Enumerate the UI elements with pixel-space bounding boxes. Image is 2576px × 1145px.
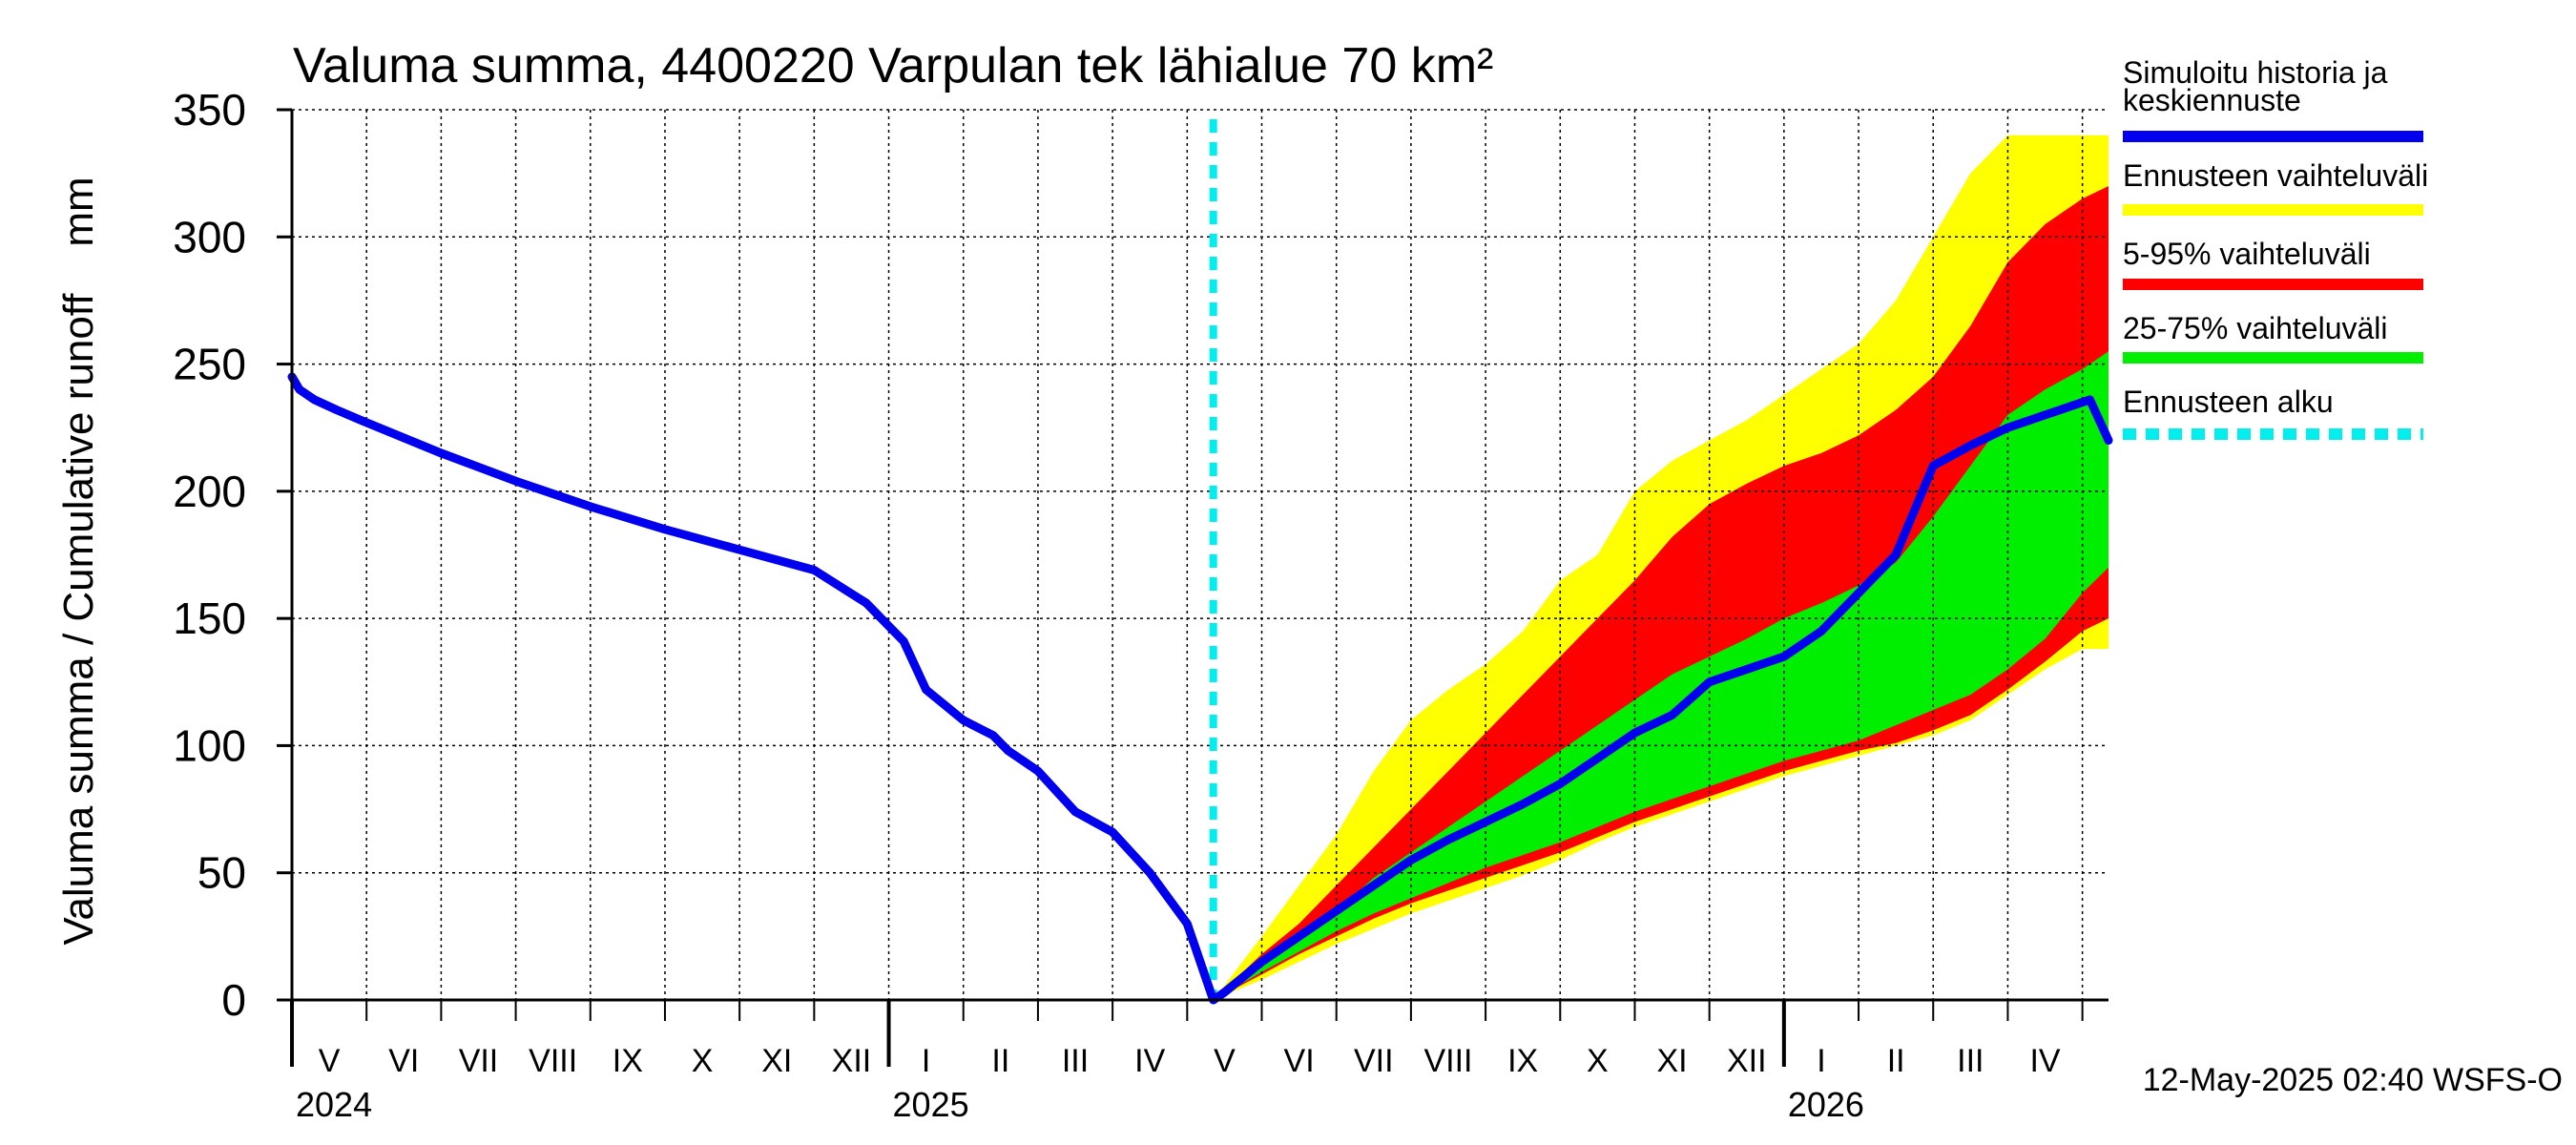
legend-label-forecast-start: Ennusteen alku xyxy=(2123,385,2334,419)
chart-title: Valuma summa, 4400220 Varpulan tek lähia… xyxy=(293,38,1493,94)
y-tick-label-250: 250 xyxy=(173,340,246,389)
legend-label-simulated-line2: keskiennuste xyxy=(2123,83,2301,117)
y-axis-label: Valuma summa / Cumulative runoff mm xyxy=(55,177,102,945)
y-tick-label-200: 200 xyxy=(173,467,246,516)
y-tick-label-350: 350 xyxy=(173,85,246,135)
legend-label-range-total: Ennusteen vaihteluväli xyxy=(2123,158,2428,193)
x-month-label-11: IV xyxy=(1134,1043,1165,1079)
x-month-label-15: VIII xyxy=(1423,1043,1472,1079)
x-month-label-20: I xyxy=(1817,1043,1825,1079)
x-month-label-8: I xyxy=(922,1043,930,1079)
x-month-label-17: X xyxy=(1587,1043,1609,1079)
band-range-25-75 xyxy=(1213,351,2109,1000)
x-year-label-2024: 2024 xyxy=(296,1085,372,1124)
x-month-label-19: XII xyxy=(1727,1043,1767,1079)
x-month-label-10: III xyxy=(1062,1043,1089,1079)
band-range-5-95 xyxy=(1213,186,2109,1000)
x-month-label-9: II xyxy=(991,1043,1009,1079)
x-month-label-0: V xyxy=(319,1043,341,1079)
y-tick-label-50: 50 xyxy=(197,848,246,898)
x-month-label-12: V xyxy=(1214,1043,1236,1079)
x-month-label-21: II xyxy=(1887,1043,1905,1079)
series-simulated-line xyxy=(287,372,2113,1005)
x-month-label-7: XII xyxy=(832,1043,872,1079)
x-month-label-23: IV xyxy=(2029,1043,2060,1079)
y-tick-label-300: 300 xyxy=(173,212,246,261)
y-tick-label-100: 100 xyxy=(173,720,246,770)
x-month-label-5: X xyxy=(692,1043,714,1079)
x-month-label-6: XI xyxy=(761,1043,792,1079)
x-month-label-13: VI xyxy=(1284,1043,1315,1079)
x-month-label-18: XI xyxy=(1657,1043,1688,1079)
x-month-label-16: IX xyxy=(1507,1043,1538,1079)
x-year-label-2025: 2025 xyxy=(893,1085,969,1124)
x-month-label-22: III xyxy=(1957,1043,1984,1079)
footer-timestamp: 12-May-2025 02:40 WSFS-O xyxy=(2143,1062,2563,1098)
x-year-label-2026: 2026 xyxy=(1788,1085,1864,1124)
legend-label-range-5-95: 5-95% vaihteluväli xyxy=(2123,237,2371,271)
x-month-label-1: VI xyxy=(388,1043,419,1079)
x-month-label-2: VII xyxy=(459,1043,499,1079)
x-month-label-14: VII xyxy=(1354,1043,1394,1079)
y-tick-label-0: 0 xyxy=(221,975,246,1025)
y-tick-label-150: 150 xyxy=(173,593,246,643)
x-month-label-4: IX xyxy=(613,1043,643,1079)
legend-label-range-25-75: 25-75% vaihteluväli xyxy=(2123,311,2388,345)
legend-label-simulated: Simuloitu historia ja xyxy=(2123,55,2388,90)
x-month-label-3: VIII xyxy=(529,1043,577,1079)
